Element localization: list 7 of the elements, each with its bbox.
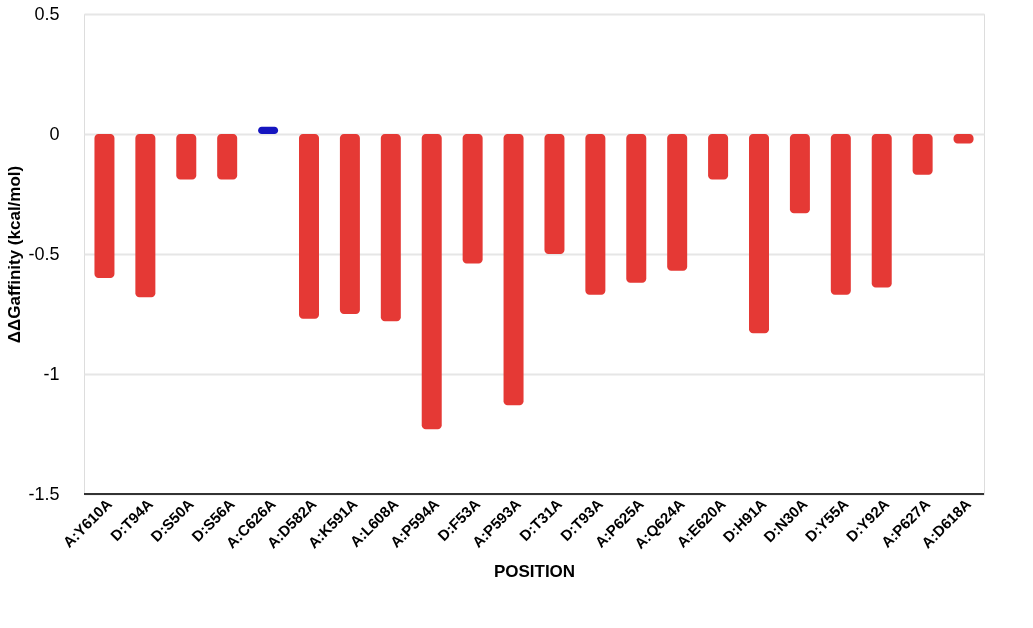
- y-tick-label: -0.5: [28, 243, 60, 264]
- x-axis-title: POSITION: [493, 561, 576, 581]
- y-tick-label: -1.5: [28, 483, 60, 504]
- y-axis-title: ΔΔGaffinity (kcal/mol): [5, 165, 25, 344]
- y-tick-label: 0.5: [34, 3, 60, 24]
- y-tick-label: -1: [43, 363, 60, 384]
- y-tick-label: 0: [49, 123, 60, 144]
